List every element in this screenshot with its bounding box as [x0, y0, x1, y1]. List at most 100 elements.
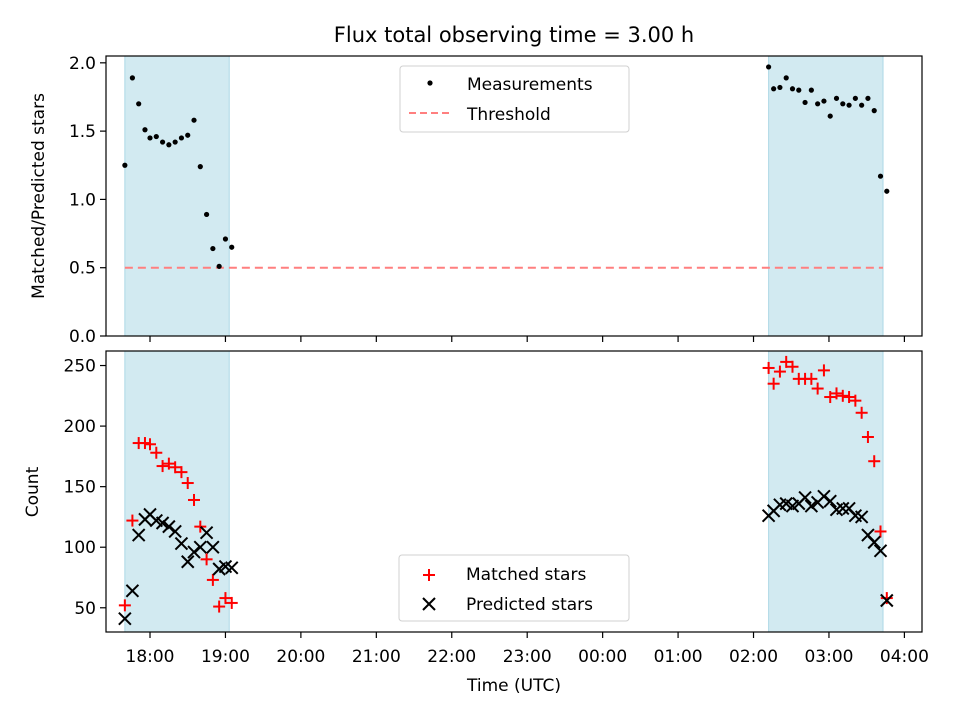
x-tick-label: 22:00: [427, 647, 476, 667]
matched-star-point: [861, 430, 874, 443]
measurement-point: [159, 139, 166, 145]
matched-star-point: [780, 355, 793, 368]
y-tick-label: 1.0: [69, 190, 96, 210]
matched-star-point: [126, 514, 139, 527]
predicted-star-point: [193, 540, 208, 554]
observing-window-1: [768, 351, 884, 632]
bottom-y-axis-label: Count: [23, 466, 43, 517]
measurement-point: [142, 127, 148, 133]
predicted-star-point: [867, 535, 881, 550]
matched-star-point: [868, 455, 881, 468]
predicted-star-point: [836, 501, 850, 516]
y-tick-label: 200: [64, 417, 96, 437]
x-tick-label: 04:00: [880, 647, 929, 667]
matched-star-point: [830, 387, 843, 400]
predicted-star-point: [854, 510, 869, 524]
predicted-star-point: [823, 494, 837, 508]
y-tick-label: 250: [64, 357, 96, 377]
measurement-point: [771, 86, 777, 92]
measurement-point: [210, 245, 216, 252]
y-tick-label: 100: [64, 538, 96, 558]
bottom-legend: Matched stars Predicted stars: [398, 554, 630, 622]
matched-star-point: [138, 437, 151, 450]
measurement-point: [129, 75, 136, 81]
x-tick-label: 02:00: [729, 647, 778, 667]
measurement-point: [846, 102, 852, 108]
matched-star-point: [213, 600, 226, 613]
measurement-point: [136, 101, 142, 107]
measurement-point: [884, 188, 890, 194]
measurement-point: [191, 117, 197, 123]
measurement-point: [852, 95, 858, 101]
y-tick-label: 150: [64, 478, 96, 498]
matched-star-point: [811, 382, 824, 395]
predicted-star-point: [168, 524, 182, 539]
measurement-point: [197, 164, 203, 170]
legend-predicted-label: Predicted stars: [466, 595, 593, 615]
measurement-point: [777, 84, 783, 91]
predicted-star-point: [174, 536, 189, 551]
measurement-point: [166, 142, 172, 148]
measurement-point: [833, 95, 840, 101]
x-tick-label: 03:00: [804, 647, 853, 667]
matched-star-point: [194, 520, 207, 533]
measurement-point: [153, 133, 159, 140]
matched-star-point: [225, 596, 238, 609]
matched-star-point: [843, 391, 856, 404]
predicted-star-point: [199, 525, 214, 540]
predicted-star-point: [162, 519, 176, 534]
measurement-point: [222, 236, 229, 242]
predicted-star-point: [131, 528, 146, 542]
matched-star-point: [836, 389, 849, 402]
matched-star-point: [175, 466, 188, 479]
measurement-point: [865, 95, 871, 101]
measurement-point: [766, 64, 772, 70]
matched-star-point: [880, 592, 893, 605]
predicted-star-point: [873, 544, 888, 558]
predicted-star-point: [155, 516, 170, 530]
predicted-star-point: [206, 540, 220, 554]
measurement-point: [789, 86, 796, 92]
x-axis-label: Time (UTC): [466, 676, 561, 696]
measurement-point: [877, 173, 884, 179]
x-tick-label: 18:00: [126, 647, 175, 667]
legend-matched-marker: [423, 569, 435, 581]
predicted-star-point: [798, 490, 812, 505]
y-tick-label: 2.0: [69, 54, 96, 74]
measurement-point: [859, 102, 865, 108]
x-tick-label: 20:00: [276, 647, 325, 667]
top-panel-frame: [105, 55, 923, 337]
matched-star-point: [805, 372, 818, 385]
measurement-point: [178, 135, 185, 141]
matched-star-point: [181, 477, 194, 490]
matched-star-point: [767, 377, 780, 390]
measurement-point: [122, 162, 128, 168]
bottom-panel: 50 100 150 200 250 18:00 19:00 20:00 21:00 22:00…: [23, 350, 929, 696]
measurement-point: [147, 135, 153, 141]
matched-star-point: [206, 573, 219, 586]
top-panel: 0.00.51.01.52.0 Matched/Predicted stars …: [29, 54, 923, 347]
predicted-star-point: [118, 611, 132, 626]
measurement-point: [216, 263, 222, 269]
measurement-point: [802, 99, 808, 106]
predicted-star-point: [880, 593, 894, 608]
x-tick-label: 00:00: [578, 647, 627, 667]
predicted-star-point: [225, 561, 239, 575]
x-tick-label: 23:00: [503, 647, 552, 667]
matched-star-point: [855, 406, 868, 419]
legend-threshold-label: Threshold: [466, 105, 551, 125]
x-tick-label: 01:00: [654, 647, 703, 667]
observing-window-0: [124, 351, 230, 632]
legend-matched-label: Matched stars: [466, 565, 586, 585]
measurement-point: [783, 75, 789, 81]
legend-predicted-marker: [422, 597, 436, 611]
measurement-point: [185, 132, 191, 138]
x-tick-label: 19:00: [201, 647, 250, 667]
bottom-panel-frame: [105, 350, 923, 633]
matched-star-point: [162, 457, 175, 470]
matched-star-point: [188, 493, 201, 506]
legend-measurement-marker: [427, 80, 433, 86]
matched-star-point: [786, 360, 799, 373]
top-y-axis-label: Matched/Predicted stars: [29, 93, 49, 299]
